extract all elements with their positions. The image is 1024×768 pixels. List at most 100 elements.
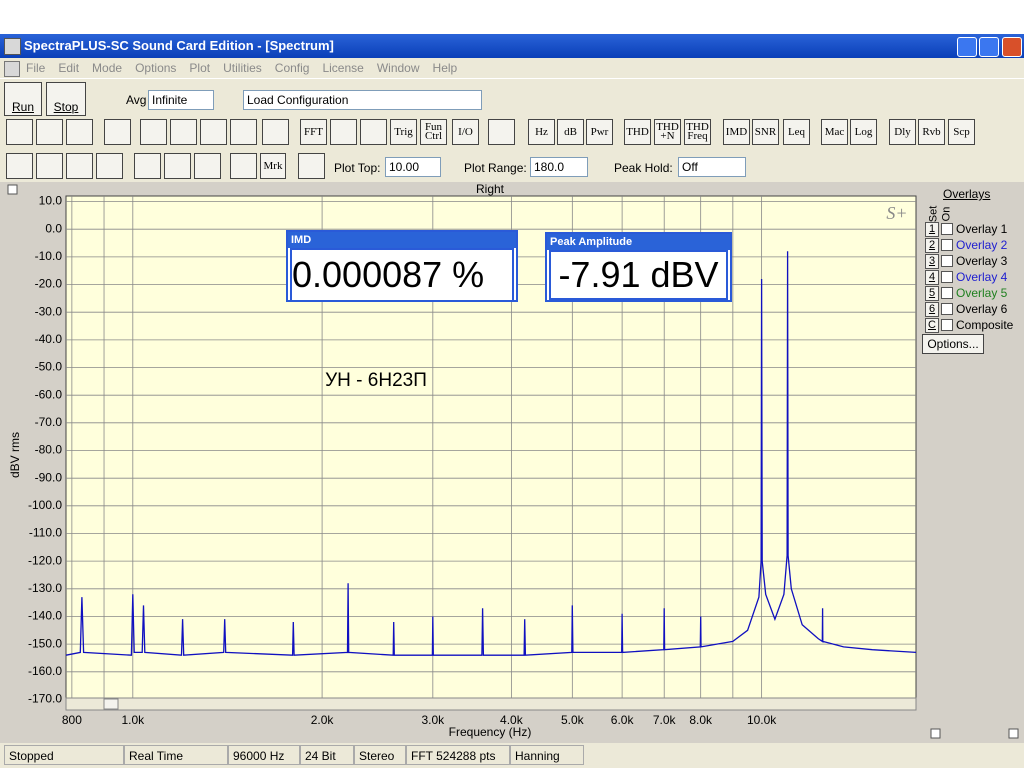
icon-button[interactable]	[104, 119, 131, 145]
overlay-key[interactable]: 6	[925, 302, 939, 317]
menu-item[interactable]: File	[26, 61, 46, 75]
menu-item[interactable]: Config	[274, 61, 310, 75]
menu-item[interactable]: Options	[135, 61, 177, 75]
icon-button[interactable]	[36, 119, 63, 145]
options-button[interactable]: Options...	[922, 334, 984, 354]
overlay-key[interactable]: 2	[925, 238, 939, 253]
icon-button[interactable]	[488, 119, 515, 145]
tool-button[interactable]: Leq	[783, 119, 810, 145]
icon-button[interactable]	[230, 153, 257, 179]
icon-button[interactable]	[6, 119, 33, 145]
tool-button[interactable]: THD +N	[654, 119, 681, 145]
menu-item[interactable]: Window	[376, 61, 420, 75]
icon-button[interactable]	[134, 153, 161, 179]
expand-box[interactable]	[930, 728, 941, 739]
x-tick-label: 800	[62, 713, 82, 727]
overlay-checkbox[interactable]	[941, 303, 953, 315]
tool-button[interactable]: Pwr	[586, 119, 613, 145]
tool-button[interactable]: IMD	[723, 119, 750, 145]
scrollbar[interactable]	[65, 697, 917, 711]
icon-button[interactable]	[262, 119, 289, 145]
peak-value: -7.91 dBV	[549, 250, 728, 300]
collapse-box[interactable]	[1008, 728, 1019, 739]
overlay-checkbox[interactable]	[941, 223, 953, 235]
tool-button[interactable]: Mac	[821, 119, 848, 145]
icon-button[interactable]	[360, 119, 387, 145]
config-dropdown[interactable]: Load Configuration	[243, 90, 482, 110]
peak-window[interactable]: Peak Amplitude -7.91 dBV	[545, 232, 732, 302]
overlay-key[interactable]: C	[925, 318, 939, 333]
icon-button[interactable]	[36, 153, 63, 179]
y-tick-label: -70.0	[35, 415, 63, 429]
y-tick-label: -10.0	[35, 249, 63, 263]
tool-button[interactable]: Dly	[889, 119, 916, 145]
plot-range-field[interactable]: 180.0	[530, 157, 588, 177]
tool-button[interactable]: THD	[624, 119, 651, 145]
overlay-checkbox[interactable]	[941, 255, 953, 267]
tool-button[interactable]: I/O	[452, 119, 479, 145]
run-button[interactable]: Run	[4, 82, 42, 116]
overlay-key[interactable]: 3	[925, 254, 939, 269]
tool-button[interactable]: Fun Ctrl	[420, 119, 447, 145]
stop-button[interactable]: Stop	[46, 82, 86, 116]
status-cell: Stopped	[4, 745, 124, 765]
tool-button[interactable]: Rvb	[918, 119, 945, 145]
menu-item[interactable]: Mode	[92, 61, 123, 75]
mrk-button[interactable]: Mrk	[260, 153, 286, 179]
tool-button[interactable]: SNR	[752, 119, 779, 145]
overlays-panel: Overlays Set On 1 Overlay 1 2 Overlay 2 3 Ove…	[922, 186, 1022, 356]
overlay-checkbox[interactable]	[941, 271, 953, 283]
avg-dropdown[interactable]: Infinite	[148, 90, 214, 110]
icon-button[interactable]	[200, 119, 227, 145]
menu-item[interactable]: Edit	[58, 61, 80, 75]
overlay-checkbox[interactable]	[941, 287, 953, 299]
status-cell: 24 Bit	[300, 745, 354, 765]
menu-item[interactable]: Plot	[189, 61, 211, 75]
imd-window[interactable]: IMD 0.000087 %	[286, 230, 518, 302]
y-tick-label: -20.0	[35, 277, 63, 291]
icon-button[interactable]	[66, 119, 93, 145]
x-tick-label: 7.0k	[653, 713, 677, 727]
tool-button[interactable]: THD Freq	[684, 119, 711, 145]
icon-button[interactable]	[330, 119, 357, 145]
peak-hold-dropdown[interactable]: Off	[678, 157, 746, 177]
plot-top-field[interactable]: 10.00	[385, 157, 441, 177]
menu-item[interactable]: Utilities	[223, 61, 262, 75]
icon-button[interactable]	[298, 153, 325, 179]
restore-button[interactable]	[979, 37, 999, 57]
overlay-key[interactable]: 1	[925, 222, 939, 237]
collapse-box[interactable]	[7, 184, 18, 195]
toolbars: Run Stop Avg Infinite Load Configuration…	[0, 78, 1024, 183]
minimize-button[interactable]	[957, 37, 977, 57]
icon-button[interactable]	[6, 153, 33, 179]
menu-item[interactable]: License	[322, 61, 364, 75]
tool-button[interactable]: FFT	[300, 119, 327, 145]
x-tick-label: 10.0k	[747, 713, 777, 727]
overlay-key[interactable]: 5	[925, 286, 939, 301]
tool-button[interactable]: Scp	[948, 119, 975, 145]
status-bar: Stopped Real Time 96000 Hz 24 Bit Stereo FFT …	[0, 743, 1024, 768]
icon-button[interactable]	[96, 153, 123, 179]
avg-label: Avg	[126, 93, 147, 107]
tool-button[interactable]: Log	[850, 119, 877, 145]
tool-button[interactable]: Trig	[390, 119, 417, 145]
tool-button[interactable]: Hz	[528, 119, 555, 145]
overlay-checkbox[interactable]	[941, 319, 953, 331]
menu-item[interactable]: Help	[432, 61, 458, 75]
overlay-key[interactable]: 4	[925, 270, 939, 285]
y-tick-label: -160.0	[28, 664, 62, 678]
icon-button[interactable]	[230, 119, 257, 145]
y-tick-label: -120.0	[28, 553, 62, 567]
icon-button[interactable]	[140, 119, 167, 145]
icon-button[interactable]	[194, 153, 221, 179]
y-tick-label: -100.0	[28, 498, 62, 512]
close-button[interactable]	[1002, 37, 1022, 57]
icon-button[interactable]	[164, 153, 191, 179]
overlays-title: Overlays	[943, 187, 991, 201]
overlay-checkbox[interactable]	[941, 239, 953, 251]
scroll-thumb[interactable]	[103, 698, 119, 710]
plot-range-label: Plot Range:	[464, 161, 527, 175]
icon-button[interactable]	[66, 153, 93, 179]
tool-button[interactable]: dB	[557, 119, 584, 145]
icon-button[interactable]	[170, 119, 197, 145]
